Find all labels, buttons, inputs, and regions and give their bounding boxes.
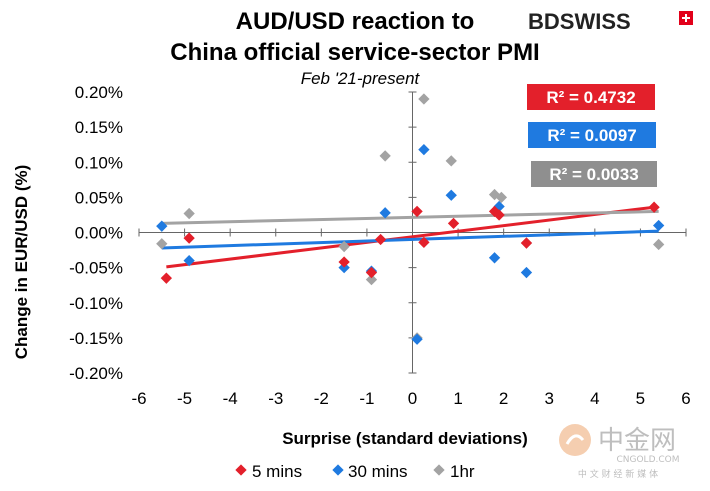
legend-label-30min: 30 mins (348, 462, 408, 481)
point-1hr (445, 155, 457, 167)
x-tick-label: 5 (636, 389, 645, 408)
watermark-main: 中金网 (598, 426, 676, 456)
point-5-mins (183, 232, 195, 244)
point-30-mins (520, 266, 533, 279)
x-axis-label: Surprise (standard deviations) (282, 429, 528, 448)
y-axis-label: Change in EUR/USD (%) (12, 165, 31, 360)
watermark-swirl-icon (565, 434, 585, 445)
y-tick-label: -0.20% (69, 364, 123, 383)
trendline-1hr (161, 209, 659, 225)
point-5-mins (418, 236, 430, 248)
point-30-mins (488, 252, 501, 264)
x-tick-label: 1 (453, 389, 462, 408)
r2-box-5min: R² = 0.4732 (527, 84, 655, 110)
watermark-tagline: 中 文 财 经 新 媒 体 (578, 468, 658, 480)
point-1hr (652, 238, 665, 251)
plus-icon (682, 14, 690, 22)
y-tick-label: -0.15% (69, 329, 123, 348)
point-1hr (379, 150, 391, 162)
y-tick-label: 0.10% (75, 153, 123, 172)
data-points (156, 93, 665, 345)
point-1hr (365, 273, 378, 286)
trendline-30-mins (161, 229, 659, 250)
chart-subtitle: Feb '21-present (301, 69, 421, 88)
point-5-mins (520, 237, 533, 249)
point-5-mins (365, 266, 378, 279)
r2-badge-5min (527, 84, 655, 110)
point-30-mins (418, 143, 430, 156)
y-tick-label: 0.00% (75, 224, 123, 243)
y-tick-label: 0.05% (75, 188, 123, 207)
watermark-logo-icon (559, 424, 591, 456)
r2-label-5min: R² = 0.4732 (546, 88, 635, 107)
brand-name: BDSWISS (528, 9, 631, 34)
point-1hr (418, 93, 430, 105)
r2-box-1hr: R² = 0.0033 (531, 161, 657, 187)
x-tick-label: -4 (223, 389, 238, 408)
point-5-mins (338, 256, 350, 268)
legend-label-1hr: 1hr (450, 462, 475, 481)
x-tick-label: -6 (131, 389, 146, 408)
point-30-mins (156, 220, 168, 232)
point-5-mins (493, 209, 505, 221)
y-tick-labels: 0.20% 0.15% 0.10% 0.05% 0.00% -0.05% -0.10% -0.… (69, 83, 123, 383)
point-5-mins (374, 233, 387, 246)
point-30-mins (379, 207, 391, 219)
legend-item-1hr: 1hr (433, 462, 475, 481)
x-tick-label: -5 (177, 389, 192, 408)
y-tick-label: 0.15% (75, 118, 123, 137)
y-tick-label: -0.05% (69, 259, 123, 278)
point-1hr (156, 238, 168, 250)
point-30-mins (445, 189, 457, 201)
x-tick-labels: -6 -5 -4 -3 -2 -1 0 1 2 3 4 5 6 (131, 389, 690, 408)
x-tick-label: 4 (590, 389, 599, 408)
watermark-domain: CNGOLD.COM (616, 455, 679, 465)
y-tick-label: 0.20% (75, 83, 123, 102)
x-tick-label: 6 (681, 389, 690, 408)
legend-marker-5min (235, 464, 247, 476)
x-tick-label: 3 (545, 389, 554, 408)
x-tick-label: -2 (314, 389, 329, 408)
y-tick-label: -0.10% (69, 294, 123, 313)
x-tick-label: -1 (359, 389, 374, 408)
point-5-mins (160, 272, 173, 284)
brand-logo: BDSWISS (528, 9, 693, 34)
r2-label-30min: R² = 0.0097 (547, 126, 636, 145)
chart-title-line2: China official service-sector PMI (170, 39, 539, 66)
point-5-mins (411, 205, 423, 218)
x-tick-label: 0 (408, 389, 417, 408)
legend-label-5min: 5 mins (252, 462, 302, 481)
point-1hr (495, 191, 508, 204)
watermark: 中金网 CNGOLD.COM 中 文 财 经 新 媒 体 (559, 424, 680, 480)
point-1hr (338, 240, 350, 253)
r2-badge-1hr (531, 161, 657, 187)
chart-title-line1: AUD/USD reaction to (236, 8, 475, 35)
r2-label-1hr: R² = 0.0033 (549, 165, 638, 184)
legend-marker-30min (332, 464, 344, 476)
legend-item-30min: 30 mins (332, 462, 408, 481)
point-30-mins (183, 254, 195, 267)
trendline-5-mins (166, 205, 655, 269)
legend-marker-1hr (433, 464, 445, 476)
x-tick-label: 2 (499, 389, 508, 408)
r2-badge-30min (528, 122, 656, 148)
point-5-mins (447, 217, 460, 230)
point-1hr (183, 207, 195, 220)
point-30-mins (652, 219, 665, 232)
legend: 5 mins 30 mins 1hr (235, 462, 475, 481)
point-30-mins (411, 333, 423, 345)
x-tick-label: -3 (268, 389, 283, 408)
point-5-mins (648, 201, 660, 213)
trendlines (161, 205, 659, 269)
legend-item-5min: 5 mins (235, 462, 302, 481)
r2-box-30min: R² = 0.0097 (528, 122, 656, 148)
